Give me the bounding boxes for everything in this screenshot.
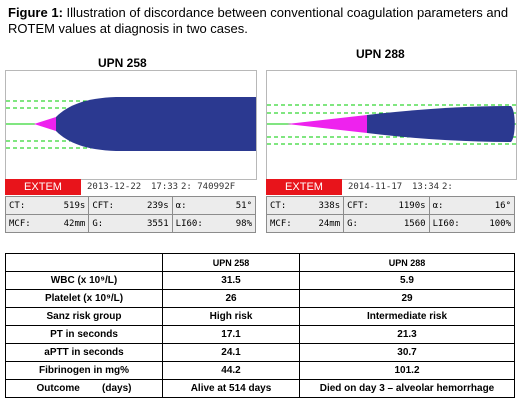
test-channel-id: 2: — [442, 182, 453, 192]
cell-upn288: Intermediate risk — [299, 307, 515, 326]
rotem-plot-upn288 — [266, 70, 517, 180]
table-row: Outcome (days) Alive at 514 days Died on… — [5, 379, 515, 398]
test-date: 2014-11-17 — [348, 182, 403, 192]
row-label: Sanz risk group — [5, 307, 163, 326]
cell-upn258: High risk — [162, 307, 300, 326]
row-label: PT in seconds — [5, 325, 163, 344]
caption-text: Illustration of discordance between conv… — [8, 5, 509, 36]
table-row: aPTT in seconds 24.1 30.7 — [5, 343, 515, 362]
table-header-row: UPN 258 UPN 288 — [5, 253, 515, 272]
table-row: Sanz risk group High risk Intermediate r… — [5, 307, 515, 326]
table-row: Fibrinogen in mg% 44.2 101.2 — [5, 361, 515, 380]
table-row: WBC (x 10⁹/L) 31.5 5.9 — [5, 271, 515, 290]
info-bar-upn288: EXTEM 2014-11-17 13:34 2: — [266, 179, 516, 195]
param-ct: CT: 519s — [4, 196, 90, 215]
cell-upn258: Alive at 514 days — [162, 379, 300, 398]
row-label: Outcome (days) — [5, 379, 163, 398]
cell-upn288: 30.7 — [299, 343, 515, 362]
param-cft: CFT: 1190s — [343, 196, 430, 215]
param-alpha: α: 51° — [171, 196, 257, 215]
param-mcf: MCF: 24mm — [265, 214, 345, 233]
table-row: PT in seconds 17.1 21.3 — [5, 325, 515, 344]
param-li60: LI60: 98% — [171, 214, 257, 233]
param-ct: CT: 338s — [265, 196, 345, 215]
cell-upn258: 24.1 — [162, 343, 300, 362]
cell-upn288: 29 — [299, 289, 515, 308]
cell-upn288: 21.3 — [299, 325, 515, 344]
cell-upn288: 5.9 — [299, 271, 515, 290]
cft-phase-area — [287, 115, 367, 133]
test-time: 17:33 — [151, 182, 179, 192]
param-li60: LI60: 100% — [428, 214, 516, 233]
row-label: Platelet (x 10⁹/L) — [5, 289, 163, 308]
cell-upn258: 31.5 — [162, 271, 300, 290]
cell-upn288: 101.2 — [299, 361, 515, 380]
cell-upn258: 26 — [162, 289, 300, 308]
rotem-params-upn288: CT: 338s CFT: 1190s α: 16° MCF: 24mm G: 1560 … — [265, 196, 516, 233]
cell-upn258: 44.2 — [162, 361, 300, 380]
header-upn258: UPN 258 — [162, 253, 300, 272]
rotem-trace-upn288-svg — [267, 104, 516, 145]
param-g: G: 1560 — [343, 214, 430, 233]
test-badge-extem: EXTEM — [5, 179, 81, 195]
param-alpha: α: 16° — [428, 196, 516, 215]
clot-trace-area — [367, 106, 515, 142]
row-label: WBC (x 10⁹/L) — [5, 271, 163, 290]
coagulation-comparison-table: UPN 258 UPN 288 WBC (x 10⁹/L) 31.5 5.9 P… — [5, 253, 515, 398]
figure-caption: Figure 1: Illustration of discordance be… — [8, 5, 513, 37]
panel-title-upn288: UPN 288 — [356, 47, 405, 61]
row-label: aPTT in seconds — [5, 343, 163, 362]
rotem-params-upn258: CT: 519s CFT: 239s α: 51° MCF: 42mm G: 3551 L… — [4, 196, 257, 233]
rotem-plot-upn258 — [5, 70, 257, 180]
param-mcf: MCF: 42mm — [4, 214, 90, 233]
panel-title-upn258: UPN 258 — [98, 56, 147, 70]
param-cft: CFT: 239s — [88, 196, 173, 215]
caption-label: Figure 1: — [8, 5, 63, 20]
cell-upn288: Died on day 3 – alveolar hemorrhage — [299, 379, 515, 398]
test-time: 13:34 — [412, 182, 440, 192]
param-g: G: 3551 — [88, 214, 173, 233]
cell-upn258: 17.1 — [162, 325, 300, 344]
cft-phase-area — [34, 117, 56, 131]
clot-trace-area — [56, 97, 256, 151]
test-badge-extem: EXTEM — [266, 179, 342, 195]
test-date: 2013-12-22 — [87, 182, 142, 192]
header-upn288: UPN 288 — [299, 253, 515, 272]
row-label: Fibrinogen in mg% — [5, 361, 163, 380]
table-row: Platelet (x 10⁹/L) 26 29 — [5, 289, 515, 308]
info-bar-upn258: EXTEM 2013-12-22 17:33 2: 740992F — [5, 179, 257, 195]
test-channel-id: 2: 740992F — [181, 182, 236, 192]
rotem-trace-upn258-svg — [6, 97, 256, 151]
header-blank — [5, 253, 163, 272]
